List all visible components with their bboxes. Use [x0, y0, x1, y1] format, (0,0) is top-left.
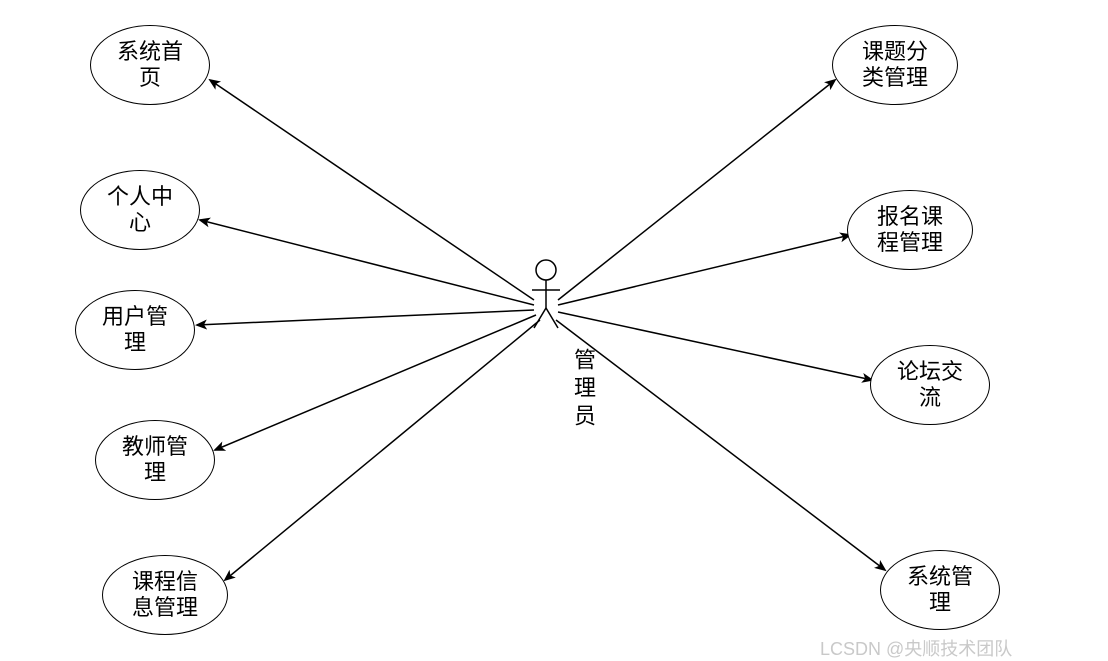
edge-home [210, 80, 534, 300]
watermark-left: LCSDN [820, 639, 881, 659]
watermark: LCSDN @央顺技术团队 [820, 635, 1012, 661]
use-case-label: 报名课程管理 [877, 204, 943, 257]
use-case-forum: 论坛交流 [870, 345, 990, 425]
edge-courses [225, 320, 540, 580]
use-case-label: 个人中心 [107, 184, 173, 237]
use-case-label: 用户管理 [102, 304, 168, 357]
edge-users [197, 310, 534, 325]
use-case-label: 课程信息管理 [132, 569, 198, 622]
actor-label: 管理员 [567, 348, 599, 432]
use-case-label: 系统管理 [907, 564, 973, 617]
use-case-users: 用户管理 [75, 290, 195, 370]
use-case-enroll: 报名课程管理 [847, 190, 973, 270]
actor-figure [532, 260, 560, 328]
edge-teachers [215, 315, 536, 450]
watermark-right: @央顺技术团队 [886, 639, 1012, 659]
edge-personal [200, 220, 534, 305]
use-case-courses: 课程信息管理 [102, 555, 228, 635]
use-case-teachers: 教师管理 [95, 420, 215, 500]
use-case-label: 教师管理 [122, 434, 188, 487]
use-case-label: 论坛交流 [897, 359, 963, 412]
use-case-home: 系统首页 [90, 25, 210, 105]
use-case-system: 系统管理 [880, 550, 1000, 630]
use-case-topics: 课题分类管理 [832, 25, 958, 105]
edge-topics [558, 80, 835, 300]
edge-enroll [558, 235, 850, 305]
use-case-label: 课题分类管理 [862, 39, 928, 92]
use-case-personal: 个人中心 [80, 170, 200, 250]
actor-label-wrap: 管理员 [535, 340, 631, 437]
use-case-label: 系统首页 [117, 39, 183, 92]
